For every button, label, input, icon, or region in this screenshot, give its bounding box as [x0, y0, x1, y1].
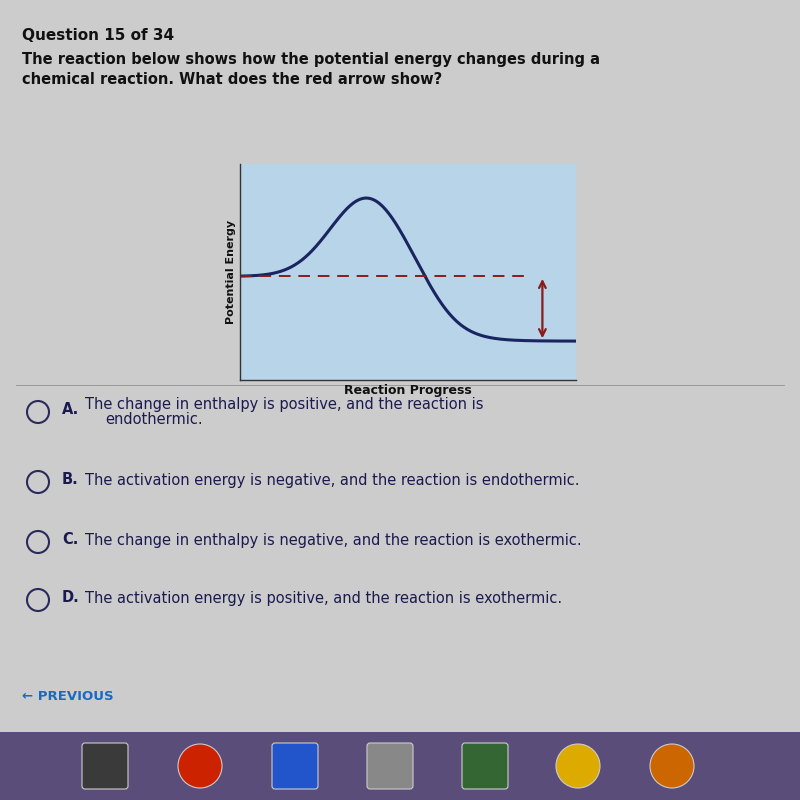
Text: chemical reaction. What does the red arrow show?: chemical reaction. What does the red arr…	[22, 72, 442, 87]
Circle shape	[178, 744, 222, 788]
Text: Question 15 of 34: Question 15 of 34	[22, 28, 174, 43]
Y-axis label: Potential Energy: Potential Energy	[226, 220, 236, 324]
Circle shape	[650, 744, 694, 788]
X-axis label: Reaction Progress: Reaction Progress	[344, 384, 472, 397]
FancyBboxPatch shape	[367, 743, 413, 789]
FancyBboxPatch shape	[272, 743, 318, 789]
Circle shape	[556, 744, 600, 788]
Text: The change in enthalpy is positive, and the reaction is: The change in enthalpy is positive, and …	[85, 397, 483, 411]
Text: B.: B.	[62, 473, 78, 487]
Text: The reaction below shows how the potential energy changes during a: The reaction below shows how the potenti…	[22, 52, 600, 67]
FancyBboxPatch shape	[462, 743, 508, 789]
Text: endothermic.: endothermic.	[105, 413, 202, 427]
Text: C.: C.	[62, 533, 78, 547]
FancyBboxPatch shape	[0, 732, 800, 800]
Text: ← PREVIOUS: ← PREVIOUS	[22, 690, 114, 703]
FancyBboxPatch shape	[0, 0, 800, 732]
Text: The activation energy is negative, and the reaction is endothermic.: The activation energy is negative, and t…	[85, 473, 579, 487]
Text: The activation energy is positive, and the reaction is exothermic.: The activation energy is positive, and t…	[85, 590, 562, 606]
Text: The change in enthalpy is negative, and the reaction is exothermic.: The change in enthalpy is negative, and …	[85, 533, 582, 547]
Text: D.: D.	[62, 590, 80, 606]
Text: A.: A.	[62, 402, 79, 418]
FancyBboxPatch shape	[82, 743, 128, 789]
